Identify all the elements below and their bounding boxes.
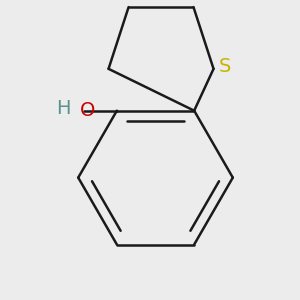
Text: H: H: [56, 99, 71, 118]
Text: O: O: [80, 101, 95, 120]
Text: S: S: [218, 58, 231, 76]
